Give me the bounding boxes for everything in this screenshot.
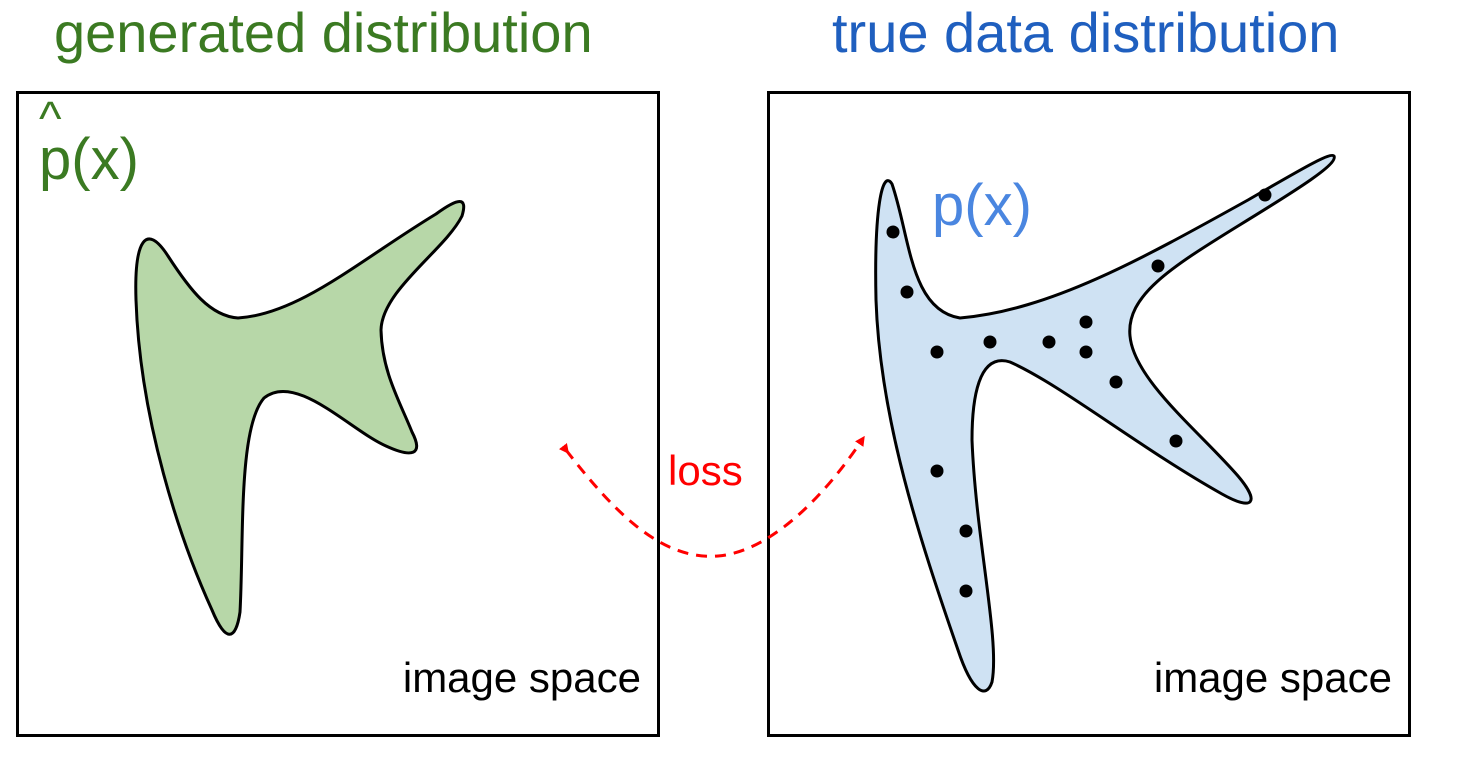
- sample-point: [1169, 434, 1183, 448]
- generated-distribution-shape: [134, 200, 466, 636]
- sample-point: [983, 335, 997, 349]
- true-distribution-shape: [874, 153, 1336, 693]
- hat-symbol: ^: [39, 93, 62, 146]
- generated-image-space-panel: ^ p(x) image space: [16, 91, 660, 737]
- sample-point: [930, 464, 944, 478]
- loss-arrow: [558, 435, 865, 558]
- sample-points: [886, 188, 1272, 598]
- true-data-distribution-title: true data distribution: [832, 1, 1340, 64]
- sample-point: [886, 225, 900, 239]
- sample-point: [930, 345, 944, 359]
- true-image-space-label: image space: [1153, 654, 1392, 701]
- sample-point: [1258, 188, 1272, 202]
- true-distribution-label: p(x): [932, 173, 1032, 238]
- generated-image-space-label: image space: [402, 654, 641, 701]
- generated-distribution-title: generated distribution: [54, 1, 593, 64]
- sample-point: [900, 285, 914, 299]
- loss-label: loss: [668, 447, 743, 494]
- sample-point: [1151, 259, 1165, 273]
- sample-point: [1079, 345, 1093, 359]
- true-image-space-panel: p(x) image space: [767, 91, 1411, 737]
- generated-distribution-label: p(x): [39, 127, 139, 192]
- sample-point: [1079, 315, 1093, 329]
- sample-point: [959, 524, 973, 538]
- sample-point: [959, 584, 973, 598]
- sample-point: [1042, 335, 1056, 349]
- sample-point: [1109, 375, 1123, 389]
